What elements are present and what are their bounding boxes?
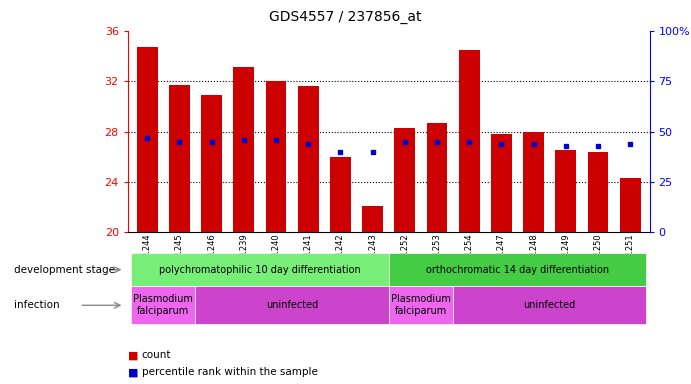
Text: count: count bbox=[142, 350, 171, 360]
Bar bbox=[426, 123, 448, 232]
Bar bbox=[523, 131, 544, 232]
Bar bbox=[234, 67, 254, 232]
Text: polychromatophilic 10 day differentiation: polychromatophilic 10 day differentiatio… bbox=[159, 265, 361, 275]
Text: uninfected: uninfected bbox=[524, 300, 576, 310]
Text: Plasmodium
falciparum: Plasmodium falciparum bbox=[391, 295, 451, 316]
Text: orthochromatic 14 day differentiation: orthochromatic 14 day differentiation bbox=[426, 265, 609, 275]
Text: Plasmodium
falciparum: Plasmodium falciparum bbox=[133, 295, 193, 316]
Text: uninfected: uninfected bbox=[266, 300, 318, 310]
Text: infection: infection bbox=[14, 300, 59, 310]
Bar bbox=[556, 151, 576, 232]
Text: development stage: development stage bbox=[14, 265, 115, 275]
Bar bbox=[298, 86, 319, 232]
Text: percentile rank within the sample: percentile rank within the sample bbox=[142, 367, 318, 377]
Bar bbox=[587, 152, 609, 232]
Bar bbox=[362, 206, 383, 232]
Bar bbox=[459, 50, 480, 232]
Bar bbox=[201, 95, 222, 232]
Text: ■: ■ bbox=[128, 367, 138, 377]
Bar bbox=[265, 81, 287, 232]
Bar bbox=[137, 47, 158, 232]
Bar bbox=[491, 134, 512, 232]
Bar bbox=[169, 85, 190, 232]
Text: GDS4557 / 237856_at: GDS4557 / 237856_at bbox=[269, 10, 422, 23]
Text: ■: ■ bbox=[128, 350, 138, 360]
Bar bbox=[330, 157, 351, 232]
Bar bbox=[620, 178, 641, 232]
Bar bbox=[395, 128, 415, 232]
